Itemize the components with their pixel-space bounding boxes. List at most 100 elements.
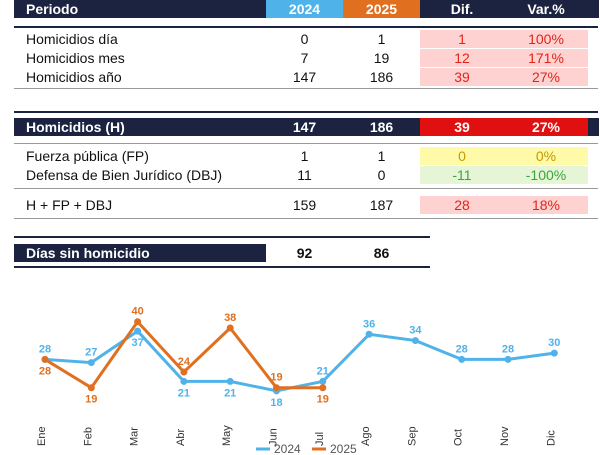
- summary-top-border: [14, 111, 598, 113]
- summary-2024: 147: [292, 119, 317, 135]
- x-tick-label: Mar: [129, 427, 141, 446]
- dias-2024: 92: [296, 245, 313, 261]
- total-row: H + FP + DBJ 159 187 28 18%: [14, 196, 599, 214]
- group2-bottom-border: [14, 188, 598, 189]
- data-label-2024-Jul: 21: [317, 365, 329, 377]
- data-point-2025-Jul: [319, 384, 327, 392]
- header-dif: Dif.: [450, 1, 474, 17]
- row-var: 27%: [504, 68, 588, 86]
- row-2025: 0: [377, 167, 386, 183]
- table-row: Homicidios año 147 186 39 27%: [14, 68, 599, 86]
- row-2024: 147: [292, 69, 317, 85]
- data-point-2025-Mar: [134, 318, 142, 326]
- total-2025: 187: [369, 197, 394, 213]
- legend-label-2024: 2024: [274, 442, 301, 455]
- row-label: Fuerza pública (FP): [26, 148, 149, 164]
- data-label-2025-Jun: 19: [270, 372, 282, 384]
- data-point-2024-Abr: [180, 377, 188, 385]
- data-label-2024-Nov: 28: [502, 343, 514, 355]
- data-label-2024-Mar: 37: [131, 337, 143, 349]
- x-tick-label: Ago: [360, 426, 372, 446]
- summary-row: Homicidios (H) 147 186 39 27%: [14, 118, 599, 136]
- homicides-line-chart: 28 27 37 21 21 18 21 36 34 28 28 30 28 19 40 24 38 19 19 E…: [36, 306, 561, 455]
- data-label-2024-Sep: 34: [409, 325, 422, 337]
- data-point-2024-Dic: [550, 349, 558, 357]
- chart-data-labels: 28 27 37 21 21 18 21 36 34 28 28 30 28 19 40 24 38 19 19: [39, 306, 561, 409]
- row-var: 0%: [504, 147, 588, 165]
- row-label: Homicidios mes: [26, 50, 125, 66]
- dias-top-border: [14, 236, 430, 238]
- row-2024: 1: [300, 148, 309, 164]
- row-label: Defensa de Bien Jurídico (DBJ): [26, 167, 223, 183]
- x-tick-label: Dic: [545, 430, 557, 446]
- table-row: Homicidios mes 7 19 12 171%: [14, 49, 599, 67]
- row-2025: 1: [377, 148, 386, 164]
- data-point-2024-Oct: [458, 355, 466, 363]
- x-tick-label: Nov: [499, 426, 511, 446]
- data-point-2024-May: [226, 377, 234, 385]
- table-row: Homicidios día 0 1 1 100%: [14, 30, 599, 48]
- header-var: Var.%: [527, 1, 565, 17]
- header-periodo: Periodo: [26, 1, 79, 17]
- chart-legend: 2024 2025: [256, 442, 357, 455]
- group2-top-border: [14, 143, 598, 144]
- row-var: 100%: [504, 30, 588, 48]
- x-tick-label: Jul: [314, 432, 326, 446]
- data-point-2024-Ago: [365, 330, 373, 338]
- row-dif: 0: [420, 147, 504, 165]
- data-label-2024-Jun: 18: [270, 397, 282, 409]
- row-label: Homicidios año: [26, 69, 122, 85]
- summary-2025: 186: [369, 119, 394, 135]
- data-label-2025-May: 38: [224, 312, 236, 324]
- table-row: Defensa de Bien Jurídico (DBJ) 11 0 -11 …: [14, 166, 599, 184]
- data-point-2024-Mar: [134, 327, 142, 335]
- data-point-2025-Ene: [41, 355, 49, 363]
- table-header: Periodo 2024 2025 Dif. Var.%: [14, 0, 599, 18]
- dias-2025: 86: [373, 245, 390, 261]
- data-label-2025-Ene: 28: [39, 365, 51, 377]
- row-var: -100%: [504, 166, 588, 184]
- row-dif: -11: [420, 166, 504, 184]
- row-2024: 11: [297, 167, 312, 183]
- row-dif: 39: [420, 68, 504, 86]
- total-bottom-border: [14, 218, 598, 219]
- data-label-2025-Mar: 40: [131, 306, 143, 318]
- data-label-2024-Abr: 21: [178, 387, 190, 399]
- chart-lines: [44, 319, 555, 393]
- row-dif: 12: [420, 49, 504, 67]
- x-tick-label: May: [221, 425, 233, 446]
- total-var: 18%: [504, 196, 588, 214]
- summary-var: 27%: [504, 118, 588, 136]
- x-tick-label: Abr: [175, 429, 187, 446]
- summary-label: Homicidios (H): [26, 119, 125, 135]
- chart-x-ticks: Ene Feb Mar Abr May Jun Jul Ago Sep Oct Nov Dic: [36, 425, 557, 446]
- data-point-2025-May: [226, 324, 234, 332]
- data-label-2024-Feb: 27: [85, 347, 97, 359]
- dias-bottom-border: [14, 266, 430, 268]
- data-label-2024-Oct: 28: [456, 343, 468, 355]
- dias-row: Días sin homicidio 92 86: [14, 244, 430, 262]
- header-2025: 2025: [343, 0, 420, 18]
- row-2024: 7: [300, 50, 309, 66]
- row-2025: 19: [373, 50, 390, 66]
- dias-label: Días sin homicidio: [14, 244, 266, 262]
- summary-dif: 39: [420, 118, 504, 136]
- data-label-2024-Ene: 28: [39, 343, 51, 355]
- group1-top-border: [14, 26, 598, 28]
- x-tick-label: Oct: [453, 429, 465, 446]
- data-label-2025-Feb: 19: [85, 394, 97, 406]
- row-2025: 186: [369, 69, 394, 85]
- total-dif: 28: [420, 196, 504, 214]
- data-point-2024-Jul: [319, 377, 327, 385]
- x-tick-label: Ene: [36, 426, 48, 446]
- total-label: H + FP + DBJ: [26, 197, 113, 213]
- x-tick-label: Sep: [406, 426, 418, 446]
- data-point-2025-Abr: [180, 368, 188, 376]
- total-2024: 159: [292, 197, 317, 213]
- row-2025: 1: [377, 31, 386, 47]
- row-dif: 1: [420, 30, 504, 48]
- row-label: Homicidios día: [26, 31, 118, 47]
- data-label-2025-Abr: 24: [178, 356, 191, 368]
- chart-points: [41, 318, 558, 395]
- x-tick-label: Jun: [268, 428, 280, 446]
